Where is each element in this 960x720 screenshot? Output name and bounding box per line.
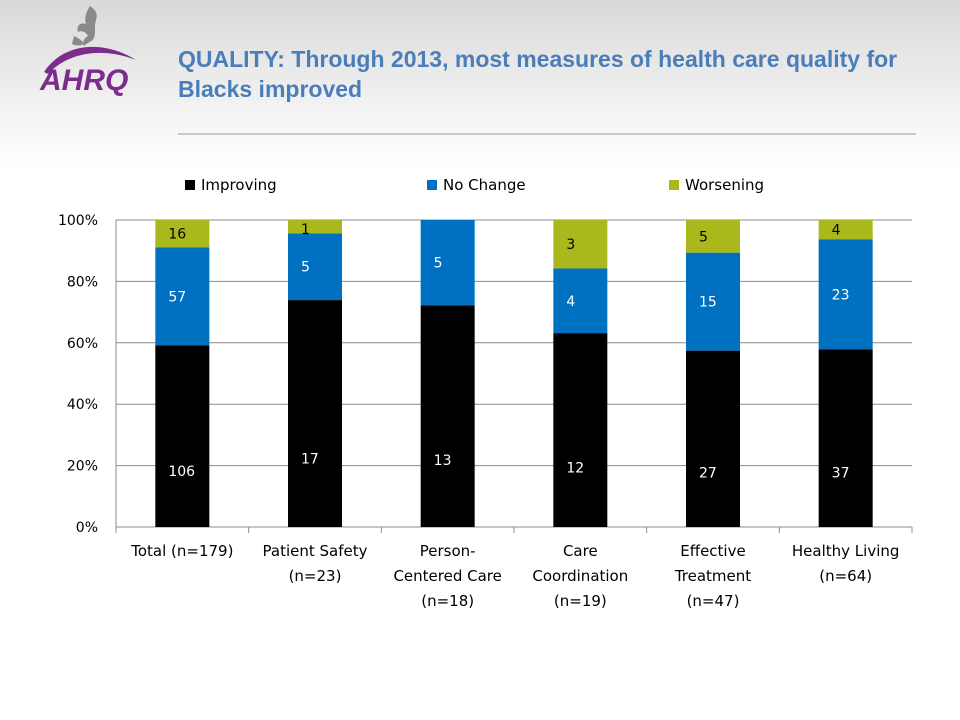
bar-worsening <box>818 220 873 240</box>
bar-improving <box>155 345 210 527</box>
x-tick-label: (n=64) <box>819 567 872 585</box>
hhs-ahrq-logo: AHRQ <box>39 6 136 97</box>
bar-no-change <box>420 220 475 306</box>
bar-improving <box>818 349 873 527</box>
x-tick-label: (n=18) <box>421 592 474 610</box>
data-label: 4 <box>566 294 575 310</box>
data-label: 16 <box>168 227 186 243</box>
data-label: 4 <box>832 223 841 239</box>
bar-no-change <box>686 252 740 351</box>
x-tick-label: Treatment <box>674 567 751 585</box>
ahrq-logo-text: AHRQ <box>39 64 128 97</box>
data-label: 15 <box>699 295 717 311</box>
legend-label: Improving <box>201 176 277 194</box>
bar-no-change <box>818 239 873 350</box>
data-label: 37 <box>832 465 850 481</box>
legend-label: Worsening <box>685 176 764 194</box>
data-label: 17 <box>301 451 319 467</box>
x-tick-label: Effective <box>680 542 745 560</box>
legend-swatch <box>669 180 679 190</box>
legend-swatch <box>185 180 195 190</box>
x-tick-label: (n=47) <box>687 592 740 610</box>
stacked-bar-chart: 0% 20% 40% 60% 80% 100% 106 57 16 Total (n=179) 17… <box>58 176 913 610</box>
bar-no-change <box>553 268 608 334</box>
bar-worsening <box>686 220 740 253</box>
bar-improving <box>553 333 608 527</box>
x-tick-label: Coordination <box>532 567 628 585</box>
bar-worsening <box>155 220 210 248</box>
data-label: 5 <box>301 260 310 276</box>
ahrq-swoosh-icon <box>44 46 136 74</box>
y-tick-label: 60% <box>67 336 98 352</box>
hhs-eagle-icon <box>72 6 97 46</box>
data-label: 106 <box>168 464 195 480</box>
x-tick-label: Care <box>563 542 598 560</box>
x-tick-label: Healthy Living <box>792 542 900 560</box>
y-tick-label: 80% <box>67 274 98 290</box>
y-tick-label: 100% <box>58 213 98 229</box>
y-tick-label: 40% <box>67 397 98 413</box>
data-label: 12 <box>566 461 584 477</box>
data-label: 23 <box>832 287 850 303</box>
bar-worsening <box>288 220 342 234</box>
x-tick-label: Patient Safety <box>263 542 368 560</box>
data-label: 13 <box>434 453 452 469</box>
y-tick-label: 0% <box>76 520 98 536</box>
bar-improving <box>420 305 475 527</box>
bar-no-change <box>288 233 342 301</box>
x-tick-label: (n=23) <box>289 567 342 585</box>
data-label: 1 <box>301 222 310 238</box>
x-tick-label: Centered Care <box>393 567 501 585</box>
y-tick-label: 20% <box>67 459 98 475</box>
legend-swatch <box>427 180 437 190</box>
legend-label: No Change <box>443 176 526 194</box>
data-label: 5 <box>699 229 708 245</box>
bar-no-change <box>155 247 210 346</box>
data-label: 5 <box>434 256 443 272</box>
data-label: 27 <box>699 466 717 482</box>
bar-improving <box>288 300 342 527</box>
data-label: 57 <box>168 289 186 305</box>
bar-worsening <box>553 220 608 269</box>
x-tick-label: (n=19) <box>554 592 607 610</box>
x-tick-label: Person- <box>420 542 476 560</box>
page-title: QUALITY: Through 2013, most measures of … <box>178 46 898 102</box>
bar-improving <box>686 350 740 527</box>
x-tick-label: Total (n=179) <box>130 542 233 560</box>
title-divider <box>178 133 916 135</box>
data-label: 3 <box>566 237 575 253</box>
